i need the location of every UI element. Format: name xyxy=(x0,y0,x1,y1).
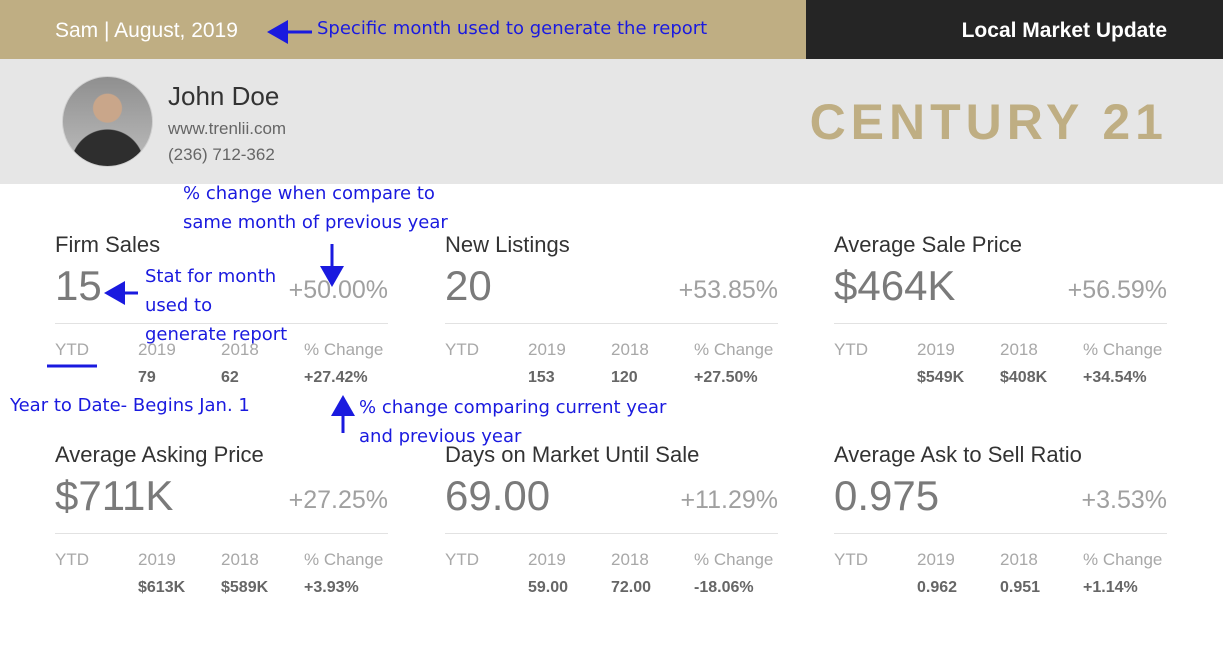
col-change-header: % Change xyxy=(1083,550,1163,569)
stat-value: 15 xyxy=(55,262,102,309)
col-2018-header: 2018 xyxy=(1000,550,1038,569)
stat-title: New Listings xyxy=(445,232,570,257)
col-2018-header: 2018 xyxy=(611,340,649,359)
col-2019-header: 2019 xyxy=(917,550,955,569)
col-change-header: % Change xyxy=(1083,340,1163,359)
stat-change: +53.85% xyxy=(678,276,778,304)
agent-phone: (236) 712-362 xyxy=(168,145,275,164)
note-month: Specific month used to generate the repo… xyxy=(317,18,708,39)
divider xyxy=(55,323,388,324)
ytd-change-value: -18.06% xyxy=(694,579,754,596)
note-pct-year-line1: % change comparing current year xyxy=(359,397,667,418)
col-change-header: % Change xyxy=(304,340,384,359)
stat-change: +27.25% xyxy=(288,486,388,514)
agent-band: John Doe www.trenlii.com (236) 712-362 C… xyxy=(0,59,1223,184)
ytd-2019-value: 79 xyxy=(138,369,156,386)
ytd-label: YTD xyxy=(445,550,479,569)
col-2019-header: 2019 xyxy=(917,340,955,359)
ytd-change-value: +27.42% xyxy=(304,369,368,386)
col-2019-header: 2019 xyxy=(138,550,176,569)
ytd-2019-value: 0.962 xyxy=(917,579,958,596)
col-change-header: % Change xyxy=(694,340,774,359)
stat-title: Average Sale Price xyxy=(834,232,1022,257)
col-2018-header: 2018 xyxy=(221,340,259,359)
ytd-2018-value: $589K xyxy=(221,579,269,596)
stat-title: Days on Market Until Sale xyxy=(445,442,700,467)
ytd-2019-value: 59.00 xyxy=(528,579,569,596)
stat-value: 20 xyxy=(445,262,492,309)
ytd-2018-value: 0.951 xyxy=(1000,579,1041,596)
stat-value: 69.00 xyxy=(445,472,551,519)
report-title-bar: Local Market Update xyxy=(806,0,1223,59)
stat-title: Firm Sales xyxy=(55,232,161,257)
ytd-2018-value: 62 xyxy=(221,369,239,386)
ytd-2018-value: 120 xyxy=(611,369,638,386)
divider xyxy=(55,533,388,534)
agent-avatar xyxy=(62,76,153,167)
stat-change: +56.59% xyxy=(1067,276,1167,304)
note-pct-month-line2: same month of previous year xyxy=(183,212,448,233)
stat-change: +50.00% xyxy=(288,276,388,304)
stat-title: Average Asking Price xyxy=(55,442,264,467)
ytd-change-value: +1.14% xyxy=(1083,579,1138,596)
note-stat-line3: generate report xyxy=(145,324,288,345)
divider xyxy=(834,323,1167,324)
stat-value: $464K xyxy=(834,262,956,309)
ytd-label: YTD xyxy=(834,550,868,569)
agent-name: John Doe xyxy=(168,81,280,111)
col-2018-header: 2018 xyxy=(221,550,259,569)
ytd-label: YTD xyxy=(445,340,479,359)
report-period-bar: Sam | August, 2019 xyxy=(0,0,806,59)
ytd-2019-value: 153 xyxy=(528,369,555,386)
note-stat-line1: Stat for month xyxy=(145,266,277,287)
divider xyxy=(445,533,778,534)
ytd-2018-value: $408K xyxy=(1000,369,1048,386)
note-pct-month-line1: % change when compare to xyxy=(183,183,435,204)
col-change-header: % Change xyxy=(304,550,384,569)
col-change-header: % Change xyxy=(694,550,774,569)
note-pct-year-line2: and previous year xyxy=(359,426,522,447)
ytd-2019-value: $549K xyxy=(917,369,965,386)
brand-logo: CENTURY 21 xyxy=(809,94,1168,150)
ytd-change-value: +27.50% xyxy=(694,369,758,386)
col-2019-header: 2019 xyxy=(138,340,176,359)
ytd-label: YTD xyxy=(834,340,868,359)
ytd-label: YTD xyxy=(55,340,89,359)
col-2019-header: 2019 xyxy=(528,550,566,569)
note-stat-line2: used to xyxy=(145,295,213,316)
note-ytd: Year to Date- Begins Jan. 1 xyxy=(10,395,250,416)
col-2019-header: 2019 xyxy=(528,340,566,359)
ytd-change-value: +3.93% xyxy=(304,579,359,596)
stat-value: $711K xyxy=(55,472,174,519)
stat-value: 0.975 xyxy=(834,472,940,519)
ytd-label: YTD xyxy=(55,550,89,569)
agent-website[interactable]: www.trenlii.com xyxy=(168,119,287,138)
col-2018-header: 2018 xyxy=(1000,340,1038,359)
divider xyxy=(834,533,1167,534)
stat-change: +3.53% xyxy=(1081,486,1168,514)
report-period: Sam | August, 2019 xyxy=(55,19,238,42)
stat-change: +11.29% xyxy=(680,486,778,514)
col-2018-header: 2018 xyxy=(611,550,649,569)
ytd-2018-value: 72.00 xyxy=(611,579,652,596)
ytd-change-value: +34.54% xyxy=(1083,369,1147,386)
report-title: Local Market Update xyxy=(961,19,1167,42)
divider xyxy=(445,323,778,324)
stat-title: Average Ask to Sell Ratio xyxy=(834,442,1082,467)
ytd-2019-value: $613K xyxy=(138,579,186,596)
